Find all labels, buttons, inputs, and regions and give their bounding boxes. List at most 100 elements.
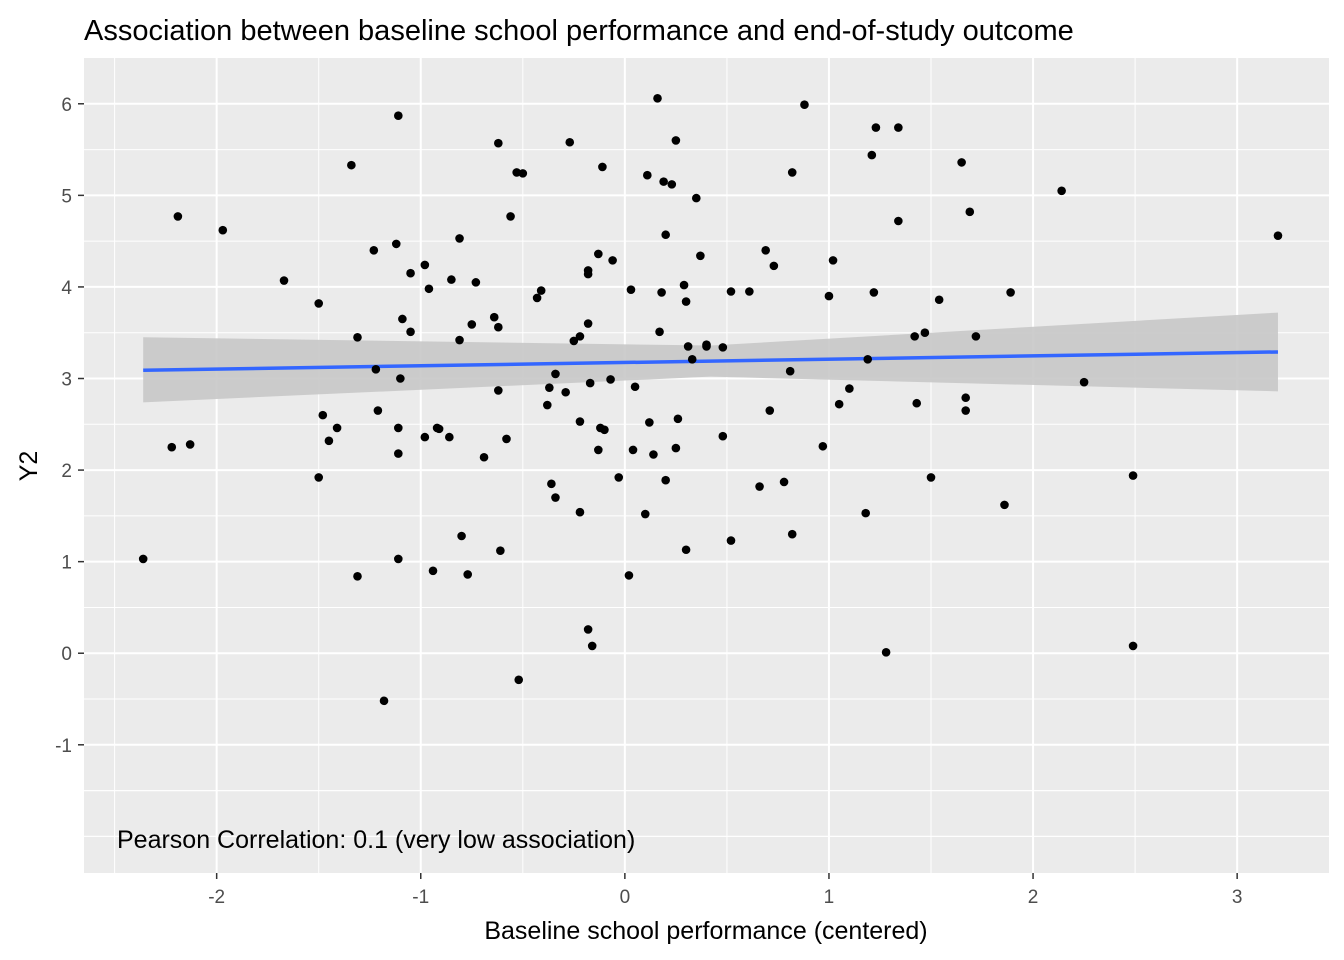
data-point (894, 123, 903, 132)
data-point (657, 288, 666, 297)
data-point (961, 393, 971, 403)
data-point (626, 285, 636, 294)
chart-title: Association between baseline school perf… (84, 15, 1074, 47)
data-point (332, 423, 342, 433)
data-point (1057, 186, 1066, 196)
y-tick-label: 0 (61, 644, 72, 665)
x-tick-label: 3 (1232, 887, 1243, 908)
data-point (583, 269, 593, 279)
data-point (643, 170, 652, 180)
y-tick-label: -1 (55, 736, 72, 757)
grid-major (84, 58, 1329, 873)
data-point (594, 445, 603, 455)
data-point (518, 169, 528, 178)
data-point (447, 275, 456, 284)
data-point (655, 327, 664, 337)
data-point (347, 160, 356, 170)
data-point (828, 256, 838, 265)
data-point (681, 545, 691, 555)
data-point (457, 531, 466, 541)
data-point (787, 529, 797, 539)
data-point (575, 332, 585, 341)
data-point (547, 479, 556, 489)
data-point (353, 572, 362, 581)
correlation-annotation: Pearson Correlation: 0.1 (very low assoc… (117, 826, 635, 854)
y-tick-label: 5 (61, 186, 72, 207)
y-tick-label: 1 (61, 553, 72, 574)
data-point (769, 261, 779, 271)
data-point (691, 193, 701, 203)
data-point (661, 230, 670, 240)
data-point (398, 314, 407, 324)
data-point (551, 493, 560, 502)
y-tick-label: 4 (61, 278, 72, 299)
data-point (396, 374, 405, 383)
x-tick-label: -1 (412, 887, 429, 908)
data-point (861, 508, 870, 518)
data-point (653, 93, 662, 103)
data-point (445, 432, 454, 442)
data-point (787, 168, 797, 177)
fit-layer (143, 312, 1279, 403)
y-tick-label: 3 (61, 370, 72, 391)
x-axis: -2 -1 0 1 2 3 (208, 873, 1242, 908)
data-point (373, 406, 383, 415)
data-point (318, 410, 328, 420)
data-point (1128, 471, 1138, 480)
data-point (614, 473, 624, 482)
data-point (1079, 377, 1089, 387)
data-point (785, 366, 795, 376)
data-point (659, 177, 668, 186)
data-point (894, 216, 903, 226)
data-point (489, 312, 499, 322)
data-point (881, 648, 891, 657)
data-point (863, 354, 873, 364)
grid-minor (84, 58, 1329, 873)
data-point (463, 570, 473, 579)
data-point (645, 418, 654, 427)
data-point (606, 375, 615, 384)
data-point (702, 342, 711, 351)
data-point (406, 327, 415, 337)
data-point (726, 287, 736, 296)
data-point (467, 320, 477, 329)
data-point (565, 137, 575, 147)
data-point (371, 365, 381, 374)
data-point (506, 212, 515, 221)
data-point (391, 239, 401, 249)
data-point (630, 382, 640, 392)
data-point (545, 383, 554, 392)
data-point (585, 378, 595, 388)
data-point (628, 445, 638, 455)
data-point (1006, 288, 1015, 297)
points-layer (138, 93, 1283, 706)
data-point (575, 417, 585, 426)
data-point (718, 431, 728, 441)
data-point (671, 136, 681, 145)
data-point (173, 212, 183, 221)
data-point (479, 452, 489, 462)
data-point (869, 288, 879, 297)
x-tick-label: 2 (1028, 887, 1039, 908)
data-point (514, 675, 524, 685)
data-point (379, 696, 389, 706)
data-point (681, 297, 691, 306)
data-point (957, 158, 966, 167)
data-point (920, 328, 930, 338)
data-point (834, 399, 844, 409)
data-point (600, 425, 609, 435)
plot-panel (84, 58, 1329, 873)
data-point (683, 342, 693, 351)
data-point (926, 473, 936, 482)
y-axis: -1 0 1 2 3 4 5 6 (55, 95, 84, 757)
data-point (679, 280, 689, 290)
data-point (424, 284, 434, 294)
data-point (353, 332, 362, 342)
data-point (649, 450, 658, 459)
data-point (687, 354, 697, 364)
data-point (406, 268, 415, 278)
data-point (1273, 231, 1283, 240)
data-point (934, 295, 944, 305)
data-point (761, 246, 770, 255)
